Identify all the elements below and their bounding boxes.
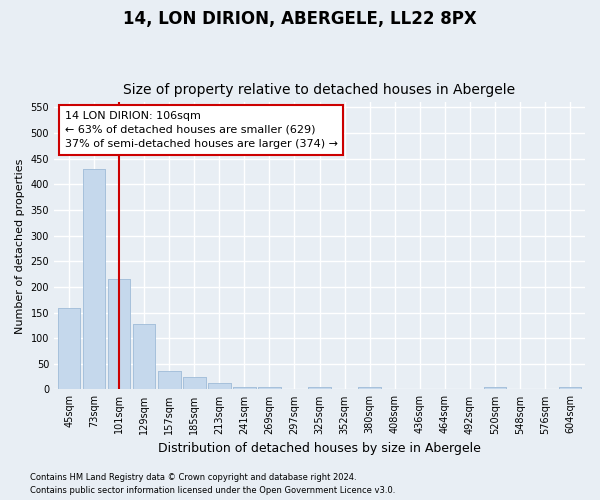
Bar — [358, 387, 381, 390]
Bar — [133, 324, 155, 390]
Bar — [233, 387, 256, 390]
Bar — [484, 387, 506, 390]
Bar — [559, 387, 581, 390]
X-axis label: Distribution of detached houses by size in Abergele: Distribution of detached houses by size … — [158, 442, 481, 455]
Text: 14, LON DIRION, ABERGELE, LL22 8PX: 14, LON DIRION, ABERGELE, LL22 8PX — [123, 10, 477, 28]
Y-axis label: Number of detached properties: Number of detached properties — [15, 158, 25, 334]
Text: Contains HM Land Registry data © Crown copyright and database right 2024.
Contai: Contains HM Land Registry data © Crown c… — [30, 474, 395, 495]
Bar — [108, 279, 130, 390]
Bar — [308, 387, 331, 390]
Bar — [108, 279, 130, 390]
Bar — [183, 377, 206, 390]
Bar — [133, 324, 155, 390]
Bar — [358, 387, 381, 390]
Title: Size of property relative to detached houses in Abergele: Size of property relative to detached ho… — [124, 83, 515, 97]
Bar — [58, 308, 80, 390]
Bar — [484, 387, 506, 390]
Bar — [58, 308, 80, 390]
Bar — [559, 387, 581, 390]
Bar — [158, 372, 181, 390]
Text: 14 LON DIRION: 106sqm
← 63% of detached houses are smaller (629)
37% of semi-det: 14 LON DIRION: 106sqm ← 63% of detached … — [65, 111, 338, 149]
Bar — [183, 377, 206, 390]
Bar — [308, 387, 331, 390]
Bar — [158, 372, 181, 390]
Bar — [83, 169, 106, 390]
Bar — [233, 387, 256, 390]
Bar — [258, 387, 281, 390]
Bar — [258, 387, 281, 390]
Bar — [208, 384, 230, 390]
Bar — [208, 384, 230, 390]
Bar — [83, 169, 106, 390]
